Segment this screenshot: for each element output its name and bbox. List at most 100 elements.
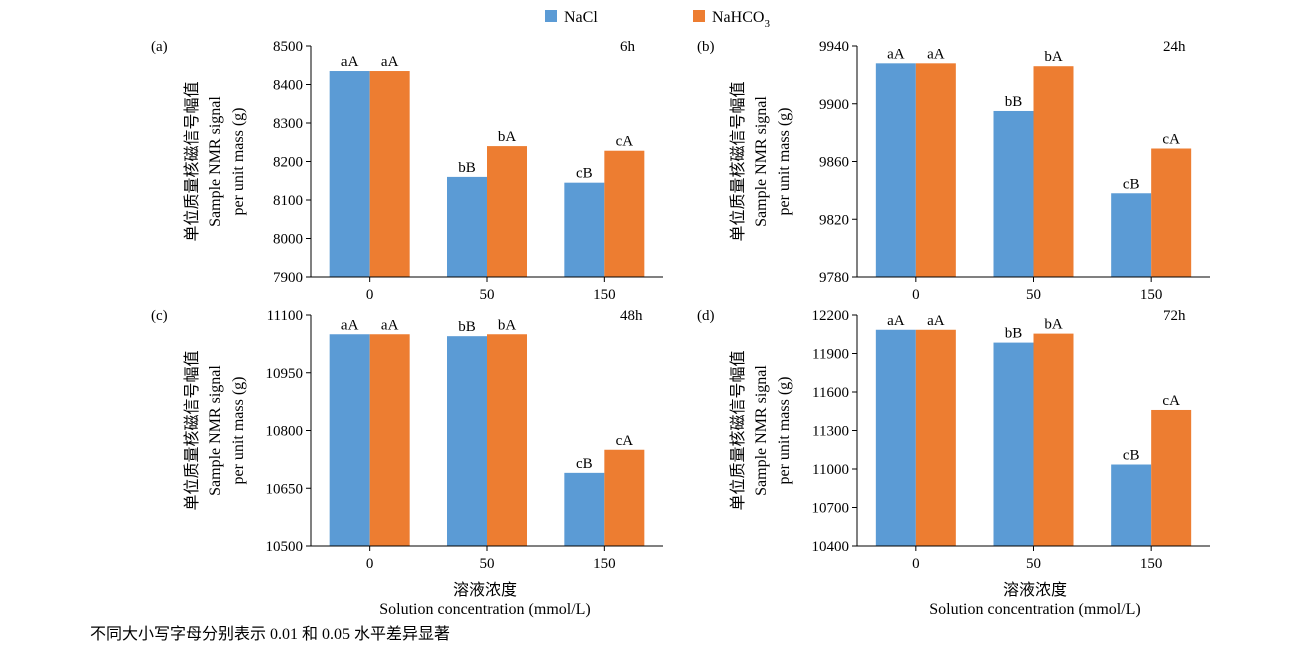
bar-nacl-0 — [329, 334, 370, 546]
x-tick-label: 0 — [912, 287, 920, 303]
x-tick-label: 0 — [366, 287, 374, 303]
x-tick-label: 50 — [1026, 287, 1041, 303]
panel-label: (c) — [151, 308, 168, 324]
legend-label-nacl: NaCl — [564, 9, 598, 26]
x-tick-label: 150 — [593, 556, 616, 572]
y-tick-label: 10950 — [266, 366, 304, 382]
y-axis-label-line-2: Sample NMR signal — [753, 96, 770, 227]
bar-nacl-150 — [564, 472, 605, 546]
bar-significance-label: bB — [1005, 94, 1023, 110]
bar-nahco3-150 — [1151, 148, 1192, 277]
panel-title: 6h — [620, 39, 636, 55]
bar-significance-label: aA — [341, 317, 359, 333]
panel-label: (b) — [697, 39, 715, 55]
legend-label-nahco3: NaHCO3 — [712, 9, 770, 30]
bar-significance-label: cA — [1162, 132, 1180, 148]
bar-nahco3-0 — [915, 329, 956, 546]
y-tick-label: 9780 — [819, 270, 849, 286]
x-axis-label-en-right: Solution concentration (mmol/L) — [929, 601, 1141, 618]
y-tick-label: 8300 — [273, 116, 303, 132]
y-tick-label: 11000 — [812, 462, 849, 478]
y-tick-label: 8100 — [273, 193, 303, 209]
bar-significance-label: cB — [576, 166, 593, 182]
bar-significance-label: bA — [498, 129, 517, 145]
bar-significance-label: bA — [1044, 317, 1063, 333]
x-tick-label: 150 — [1140, 556, 1163, 572]
x-axis-label-cn-right: 溶液浓度 — [1003, 581, 1067, 599]
y-tick-label: 8500 — [273, 39, 303, 55]
bar-nahco3-150 — [1151, 409, 1192, 546]
legend-subscript: 3 — [764, 18, 770, 30]
bar-nacl-0 — [875, 329, 916, 546]
bar-nahco3-0 — [369, 334, 410, 546]
bar-significance-label: cB — [576, 456, 593, 472]
y-tick-label: 8200 — [273, 155, 303, 171]
x-tick-label: 0 — [912, 556, 920, 572]
bar-nacl-150 — [564, 182, 605, 277]
y-tick-label: 12200 — [812, 308, 850, 324]
chart-panel-1: aA aA 0 bB bA 50 cB cA 150 7900 8000 8100 8200 8300 84… — [151, 39, 663, 303]
bar-nacl-50 — [447, 336, 487, 546]
y-tick-label: 8000 — [273, 232, 303, 248]
y-tick-label: 9820 — [819, 212, 849, 228]
bar-significance-label: cA — [616, 134, 634, 150]
y-axis-label-line-2: Sample NMR signal — [207, 96, 224, 227]
y-axis-label-line-1: 单位质量核磁信号幅值 — [729, 350, 747, 510]
x-tick-label: 50 — [1026, 556, 1041, 572]
x-tick-label: 50 — [480, 287, 495, 303]
chart-panel-3: aA aA 0 bB bA 50 cB cA 150 10500 10650 10800 10950 11… — [151, 308, 663, 572]
y-axis-label-line-2: Sample NMR signal — [207, 365, 224, 496]
bar-nacl-50 — [447, 176, 487, 277]
y-tick-label: 9900 — [819, 97, 849, 113]
panel-title: 48h — [620, 308, 643, 324]
bar-significance-label: bB — [1005, 326, 1023, 342]
bar-nahco3-50 — [487, 334, 527, 546]
y-axis-label-line-3: per unit mass (g) — [776, 377, 793, 485]
y-axis-label-line-2: Sample NMR signal — [753, 365, 770, 496]
bar-significance-label: aA — [887, 46, 905, 62]
footnote: 不同大小写字母分别表示 0.01 和 0.05 水平差异显著 — [90, 625, 450, 643]
bar-significance-label: bA — [1044, 49, 1063, 65]
legend-swatch-nacl — [545, 10, 557, 22]
bar-nahco3-50 — [487, 146, 527, 277]
bar-significance-label: aA — [927, 313, 945, 329]
bar-significance-label: aA — [381, 317, 399, 333]
legend-swatch-nahco3 — [693, 10, 705, 22]
y-axis-label-line-3: per unit mass (g) — [230, 377, 247, 485]
bar-significance-label: aA — [381, 54, 399, 70]
panels: aA aA0bBbA50cBcA1507900800081008200830084… — [151, 39, 1210, 572]
y-tick-label: 10400 — [812, 539, 850, 555]
panel-title: 24h — [1163, 39, 1186, 55]
bar-nacl-0 — [875, 63, 916, 278]
x-tick-label: 50 — [480, 556, 495, 572]
panel-label: (d) — [697, 308, 715, 324]
y-tick-label: 10500 — [266, 539, 304, 555]
bar-significance-label: aA — [927, 46, 945, 62]
bar-significance-label: aA — [887, 313, 905, 329]
bar-significance-label: bB — [458, 319, 476, 335]
bar-nacl-150 — [1111, 464, 1152, 546]
x-tick-label: 0 — [366, 556, 374, 572]
y-tick-label: 8400 — [273, 78, 303, 94]
y-tick-label: 10800 — [266, 424, 304, 440]
bar-nacl-50 — [993, 342, 1034, 546]
bar-nacl-150 — [1111, 193, 1152, 277]
bar-nahco3-0 — [369, 71, 410, 278]
panel-title: 72h — [1163, 308, 1186, 324]
y-axis-label-line-1: 单位质量核磁信号幅值 — [183, 350, 201, 510]
y-tick-label: 9940 — [819, 39, 849, 55]
bar-nacl-0 — [329, 71, 370, 278]
bar-nahco3-0 — [915, 63, 956, 278]
bar-significance-label: cA — [1162, 393, 1180, 409]
bar-nacl-50 — [993, 110, 1034, 277]
y-tick-label: 11600 — [812, 385, 849, 401]
y-tick-label: 10700 — [812, 501, 850, 517]
y-tick-label: 10650 — [266, 481, 304, 497]
y-axis-label-line-1: 单位质量核磁信号幅值 — [183, 81, 201, 241]
x-axis-label-cn-left: 溶液浓度 — [453, 581, 517, 599]
x-tick-label: 150 — [593, 287, 616, 303]
x-tick-label: 150 — [1140, 287, 1163, 303]
panel-label: (a) — [151, 39, 168, 55]
x-axis-label-en-left: Solution concentration (mmol/L) — [379, 601, 591, 618]
